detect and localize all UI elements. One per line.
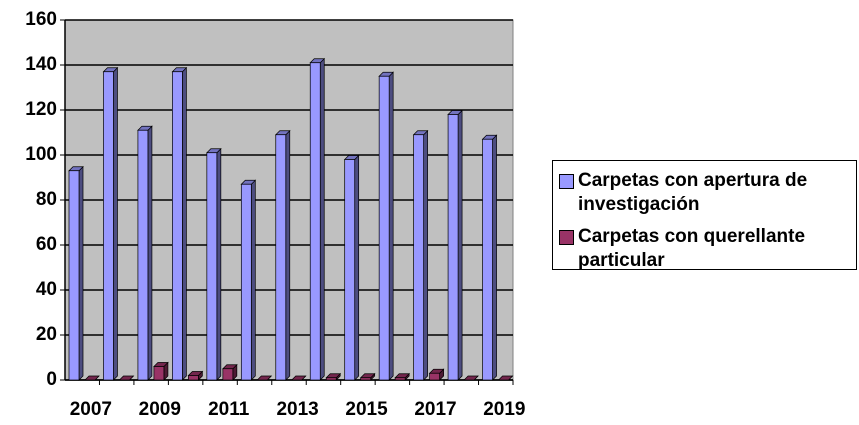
bar-side bbox=[147, 125, 153, 381]
bar-side bbox=[78, 165, 84, 381]
bar bbox=[290, 375, 307, 381]
y-tick-label: 160 bbox=[25, 9, 57, 30]
y-tick-label: 80 bbox=[36, 189, 57, 210]
legend-item: Carpetas con querellante particular bbox=[557, 225, 852, 273]
bar-side bbox=[250, 179, 256, 381]
bar bbox=[274, 129, 291, 381]
bar-front bbox=[275, 134, 287, 381]
bar bbox=[84, 375, 100, 381]
bar-side bbox=[492, 134, 497, 381]
bar-front bbox=[188, 375, 199, 381]
bar bbox=[171, 66, 188, 381]
x-tick-label: 2017 bbox=[414, 399, 456, 420]
bar-front bbox=[360, 377, 372, 381]
legend-swatch bbox=[559, 230, 574, 245]
bar-side bbox=[423, 129, 428, 381]
y-tick-label: 40 bbox=[36, 279, 57, 300]
bar-side bbox=[319, 57, 325, 381]
bar-front bbox=[137, 129, 149, 381]
bar-front bbox=[206, 152, 218, 381]
x-tick-label: 2019 bbox=[483, 399, 525, 420]
x-tick-label: 2007 bbox=[70, 399, 112, 420]
legend-item: Carpetas con apertura de investigación bbox=[557, 169, 852, 217]
bar-side bbox=[457, 109, 463, 381]
bar-top bbox=[497, 375, 514, 381]
bar-front bbox=[447, 114, 459, 381]
x-tick-label: 2011 bbox=[208, 399, 250, 420]
bar-top bbox=[463, 375, 479, 381]
bar bbox=[359, 372, 376, 381]
bar bbox=[187, 370, 204, 381]
bar-front bbox=[378, 75, 390, 381]
bar bbox=[137, 125, 153, 381]
legend-swatch bbox=[559, 174, 574, 189]
bar bbox=[394, 372, 410, 381]
legend-label: Carpetas con querellante particular bbox=[578, 226, 806, 271]
bar bbox=[256, 375, 273, 381]
bar-side bbox=[113, 66, 118, 381]
y-tick-label: 0 bbox=[46, 369, 57, 390]
bar bbox=[68, 165, 84, 381]
bar bbox=[343, 154, 360, 381]
bar-side bbox=[285, 129, 291, 381]
legend-label: Carpetas con apertura de investigación bbox=[578, 170, 808, 215]
bar-front bbox=[325, 377, 337, 381]
y-tick-label: 100 bbox=[25, 144, 57, 165]
bar-top bbox=[290, 375, 307, 381]
bar-top bbox=[256, 375, 273, 381]
bar bbox=[309, 57, 326, 381]
bar-top bbox=[118, 375, 135, 381]
bar bbox=[222, 363, 238, 381]
legend: Carpetas con apertura de investigación Ca… bbox=[552, 160, 857, 273]
y-tick-label: 20 bbox=[36, 324, 57, 345]
bar bbox=[206, 147, 222, 381]
bar-front bbox=[394, 377, 406, 381]
bar bbox=[378, 71, 394, 381]
bar bbox=[447, 109, 463, 381]
bar-front bbox=[413, 134, 424, 381]
x-tick-label: 2013 bbox=[276, 399, 318, 420]
bar-front bbox=[153, 366, 165, 381]
bar-top bbox=[84, 375, 100, 381]
bar-side bbox=[182, 66, 187, 381]
bar bbox=[102, 66, 119, 381]
bar bbox=[118, 375, 135, 381]
y-tick-label: 60 bbox=[36, 234, 57, 255]
x-tick-label: 2015 bbox=[345, 399, 388, 420]
bar-front bbox=[172, 71, 183, 381]
bar-front bbox=[482, 138, 493, 381]
bar bbox=[463, 375, 479, 381]
bar bbox=[153, 361, 169, 381]
bar-front bbox=[222, 368, 234, 381]
bar-front bbox=[429, 372, 440, 381]
bar-front bbox=[309, 62, 321, 381]
bar-side bbox=[216, 147, 222, 381]
bar-front bbox=[240, 183, 252, 381]
y-tick-label: 120 bbox=[25, 99, 57, 120]
bar-front bbox=[103, 71, 114, 381]
bar bbox=[412, 129, 429, 381]
bar-front bbox=[68, 170, 80, 381]
bar bbox=[497, 375, 514, 381]
bar-side bbox=[388, 71, 394, 381]
bar bbox=[428, 368, 445, 381]
bar bbox=[481, 134, 498, 381]
bar-front bbox=[344, 159, 356, 381]
bar-side bbox=[354, 154, 360, 381]
bar bbox=[325, 372, 342, 381]
y-tick-label: 140 bbox=[25, 54, 57, 75]
bar bbox=[240, 179, 257, 381]
x-tick-label: 2009 bbox=[139, 399, 181, 420]
